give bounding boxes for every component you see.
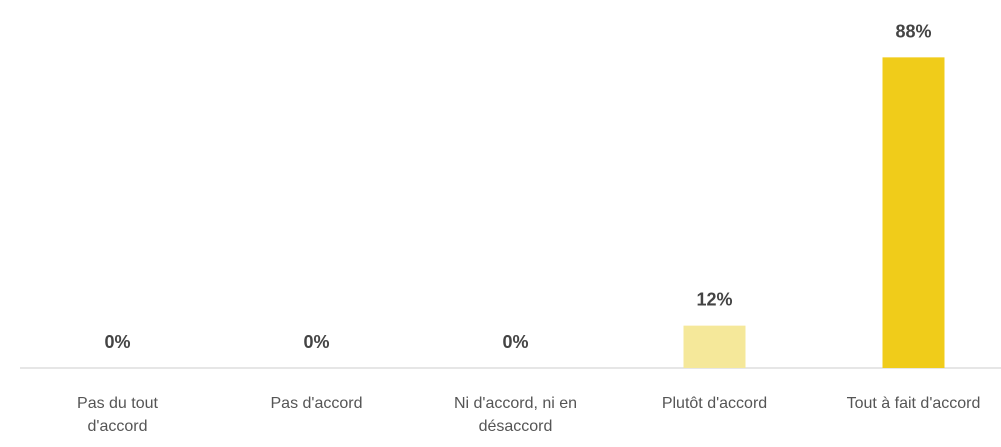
x-tick-label: Tout à fait d'accord <box>846 395 981 412</box>
x-tick-label: Pas du tout d'accord <box>77 395 158 435</box>
value-label: 12% <box>696 290 732 310</box>
x-tick-label: Pas d'accord <box>270 395 363 412</box>
value-label: 0% <box>303 332 329 352</box>
x-tick-label: Plutôt d'accord <box>661 395 768 412</box>
bar <box>882 57 945 369</box>
x-tick-label: Ni d'accord, ni en désaccord <box>453 395 578 435</box>
value-label: 0% <box>502 332 528 352</box>
bar <box>683 325 746 368</box>
value-label: 88% <box>895 21 931 41</box>
value-label: 0% <box>104 332 130 352</box>
